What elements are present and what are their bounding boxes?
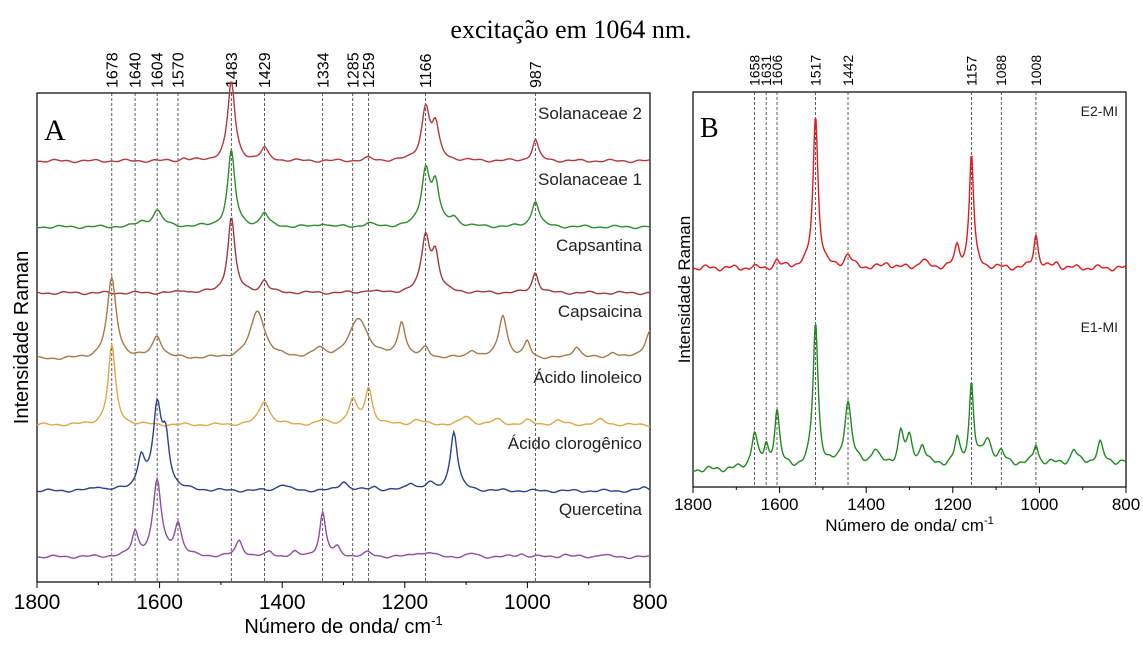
spectrum-line: [36, 81, 651, 164]
x-tick-label: 1200: [381, 591, 428, 614]
x-tick-label: 1400: [847, 495, 885, 514]
peak-label: 987: [528, 61, 545, 88]
peak-label: 1604: [150, 52, 167, 88]
x-tick-label: 800: [1112, 495, 1140, 514]
peak-label: 1088: [993, 55, 1009, 86]
spectrum-line: [692, 118, 1127, 272]
peak-label: 1166: [418, 53, 435, 88]
series-label: Solanaceae 2: [538, 104, 642, 123]
spectrum-line: [36, 217, 650, 296]
spectrum-line: [36, 476, 651, 560]
plot-frame: [692, 91, 1127, 488]
y-axis-title: Intensidade Raman: [675, 216, 694, 363]
peak-label: 1259: [361, 52, 378, 88]
peak-label: 1483: [224, 52, 241, 88]
peak-label: 1334: [315, 52, 332, 88]
series-label: Quercetina: [559, 500, 643, 519]
peak-label: 1442: [840, 55, 856, 86]
panel-letter: A: [44, 114, 66, 147]
spectrum-line: [36, 397, 651, 494]
x-tick-label: 1000: [1020, 495, 1058, 514]
series-label: Capsaicina: [558, 302, 643, 321]
peak-label: 1631: [758, 55, 774, 86]
peak-label: 1640: [128, 52, 145, 88]
spectrum-line: [36, 275, 651, 361]
x-axis-title: Número de onda/ cm-1: [244, 613, 442, 638]
spectrum-line: [36, 343, 650, 428]
series-label: Solanaceae 1: [538, 170, 642, 189]
x-tick-label: 800: [632, 591, 667, 614]
series-label: Ácido clorogênico: [508, 434, 642, 453]
peak-label: 1285: [345, 52, 362, 88]
x-tick-label: 1800: [14, 591, 61, 614]
x-tick-label: 1600: [136, 591, 183, 614]
spectrum-line: [36, 150, 651, 230]
x-tick-label: 1000: [504, 591, 551, 614]
x-axis-title: Número de onda/ cm-1: [825, 515, 994, 535]
x-tick-label: 1200: [934, 495, 972, 514]
peak-label: 1678: [104, 52, 121, 88]
y-axis-title: Intensidade Raman: [11, 251, 33, 424]
x-tick-label: 1600: [761, 495, 799, 514]
figure-caption: excitação em 1064 nm.: [450, 15, 691, 44]
spectrum-line: [692, 324, 1127, 473]
peak-label: 1606: [769, 55, 785, 86]
peak-label: 1570: [171, 52, 188, 88]
peak-label: 1157: [963, 56, 979, 86]
series-label: Capsantina: [556, 236, 643, 255]
x-tick-label: 1400: [259, 591, 306, 614]
peak-label: 1008: [1028, 55, 1044, 86]
series-label: Ácido linoleico: [533, 368, 642, 387]
peak-label: 1517: [807, 55, 823, 86]
panel-letter: B: [700, 113, 719, 144]
series-label: E2-MI: [1081, 103, 1118, 119]
series-label: E1-MI: [1081, 319, 1118, 335]
peak-label: 1658: [746, 55, 762, 86]
x-tick-label: 1800: [674, 495, 712, 514]
peak-label: 1429: [257, 52, 274, 88]
